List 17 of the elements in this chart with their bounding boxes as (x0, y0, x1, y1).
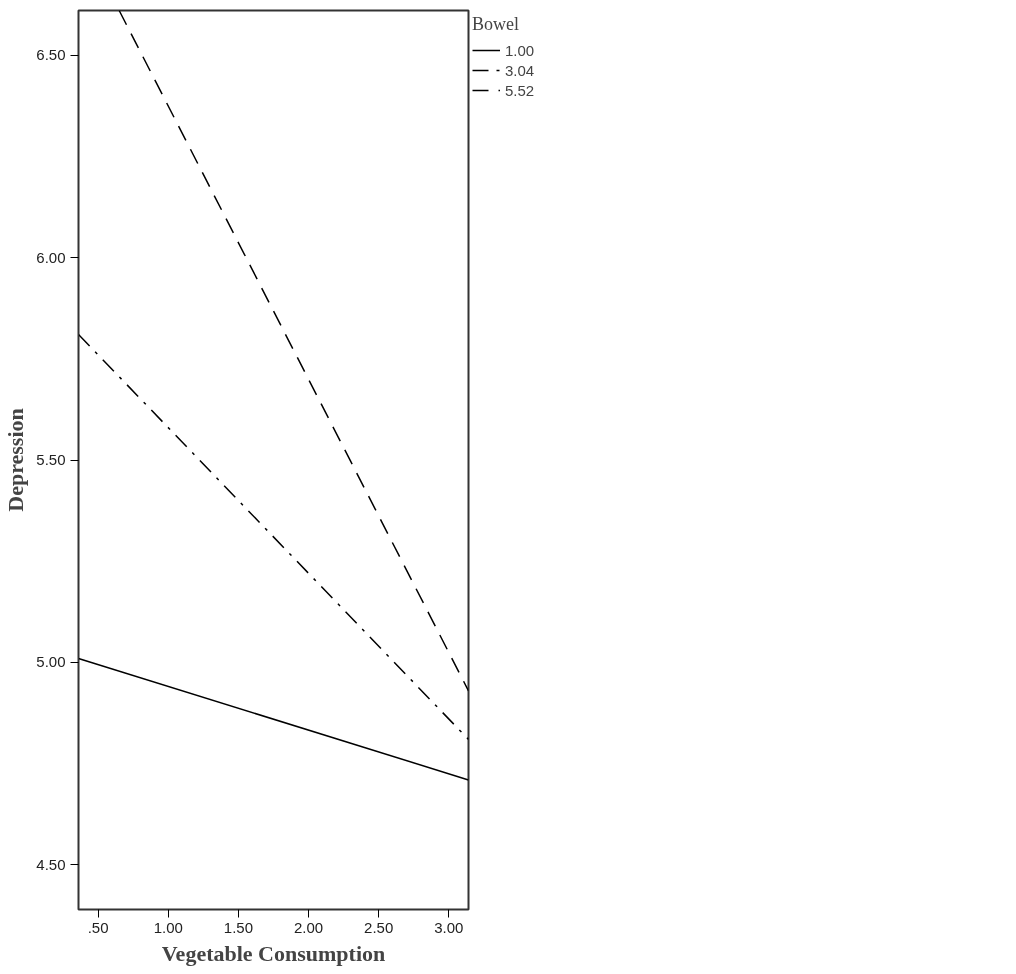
y-tick-label: 4.50 (36, 855, 66, 873)
y-tick-label: 6.50 (36, 46, 66, 64)
y-axis-title: Depression (3, 408, 29, 512)
y-tick-label: 5.00 (36, 653, 66, 671)
x-axis-title: Vegetable Consumption (161, 940, 386, 966)
legend-label: 3.04 (505, 61, 535, 79)
legend-label: 5.52 (505, 81, 535, 99)
legend-label: 1.00 (505, 41, 535, 59)
y-tick-label: 6.00 (36, 248, 66, 266)
x-tick-label: 2.50 (364, 918, 394, 936)
y-tick-label: 5.50 (36, 451, 66, 468)
x-tick-label: .50 (87, 918, 109, 936)
legend-title: Bowel (472, 14, 520, 35)
x-tick-label: 2.00 (293, 918, 324, 936)
x-tick-label: 1.50 (223, 918, 254, 936)
x-tick-label: 3.00 (434, 918, 464, 936)
x-tick-label: 1.00 (153, 918, 183, 936)
